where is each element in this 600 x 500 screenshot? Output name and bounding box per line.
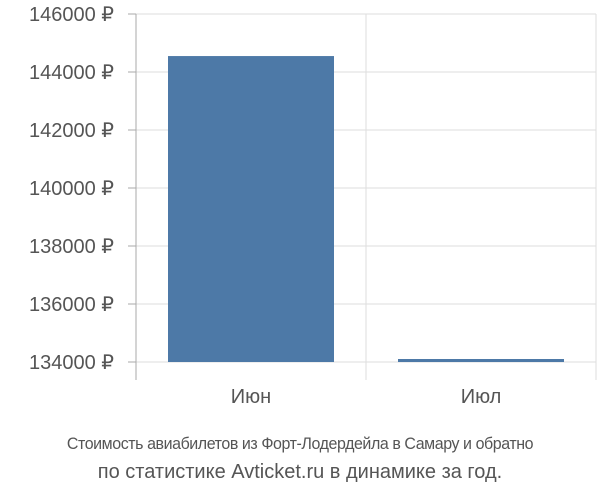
x-category-label: Июн — [231, 386, 271, 408]
bar-chart: 134000 ₽ 136000 ₽ 138000 ₽ 140000 ₽ 142000 ₽… — [29, 4, 597, 408]
bar-1 — [168, 56, 334, 363]
y-tick-labels: 134000 ₽ 136000 ₽ 138000 ₽ 140000 ₽ 142000 ₽… — [29, 4, 114, 374]
y-tick-label: 138000 ₽ — [29, 236, 114, 258]
x-category-label: Июл — [461, 386, 502, 408]
y-tick-label: 140000 ₽ — [29, 178, 114, 200]
axes — [128, 13, 137, 380]
chart-caption-line-1: Стоимость авиабилетов из Форт-Лодердейла… — [66, 434, 534, 453]
y-tick-label: 142000 ₽ — [29, 120, 114, 142]
y-tick-label: 136000 ₽ — [29, 294, 114, 316]
bars — [168, 56, 564, 363]
y-tick-label: 146000 ₽ — [29, 4, 114, 26]
x-category-labels: Июн Июл — [231, 386, 502, 408]
y-tick-label: 144000 ₽ — [29, 62, 114, 84]
chart-caption-line-2: по статистике Avticket.ru в динамике за … — [97, 461, 503, 483]
y-tick-label: 134000 ₽ — [29, 352, 114, 374]
bar-2 — [398, 359, 564, 362]
